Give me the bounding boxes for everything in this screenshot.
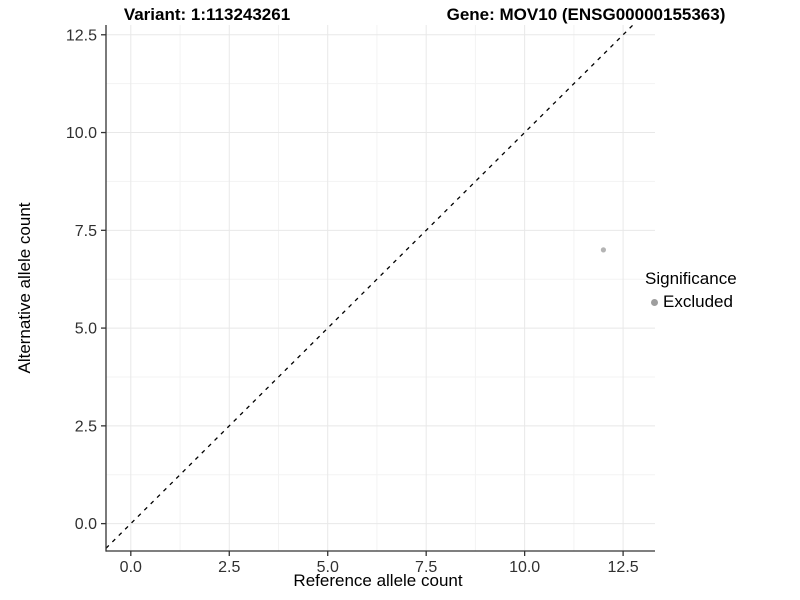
legend-title: Significance <box>645 269 737 288</box>
x-tick-label: 2.5 <box>218 559 240 576</box>
y-tick-label: 10.0 <box>66 125 97 142</box>
legend-entry-excluded: Excluded <box>645 292 737 312</box>
x-tick-label: 12.5 <box>608 559 639 576</box>
gene-title: Gene: MOV10 (ENSG00000155363) <box>446 5 726 24</box>
x-tick-label: 5.0 <box>317 559 339 576</box>
identity-reference-line <box>105 24 634 549</box>
y-axis-title: Alternative allele count <box>15 202 34 374</box>
y-tick-label: 12.5 <box>66 27 97 44</box>
x-tick-label: 0.0 <box>120 559 142 576</box>
y-tick-label: 2.5 <box>75 418 97 435</box>
x-tick-label: 10.0 <box>509 559 540 576</box>
excluded-marker-icon <box>650 298 658 306</box>
y-tick-label: 7.5 <box>75 223 97 240</box>
legend-entry-label: Excluded <box>663 292 733 311</box>
data-point <box>600 247 607 253</box>
y-tick-label: 0.0 <box>75 516 97 533</box>
legend: Significance Excluded <box>645 269 737 312</box>
x-axis-title: Reference allele count <box>293 571 463 590</box>
variant-title: Variant: 1:113243261 <box>123 5 291 24</box>
y-tick-label: 5.0 <box>75 321 97 338</box>
legend-key <box>645 293 663 311</box>
x-tick-label: 7.5 <box>415 559 437 576</box>
